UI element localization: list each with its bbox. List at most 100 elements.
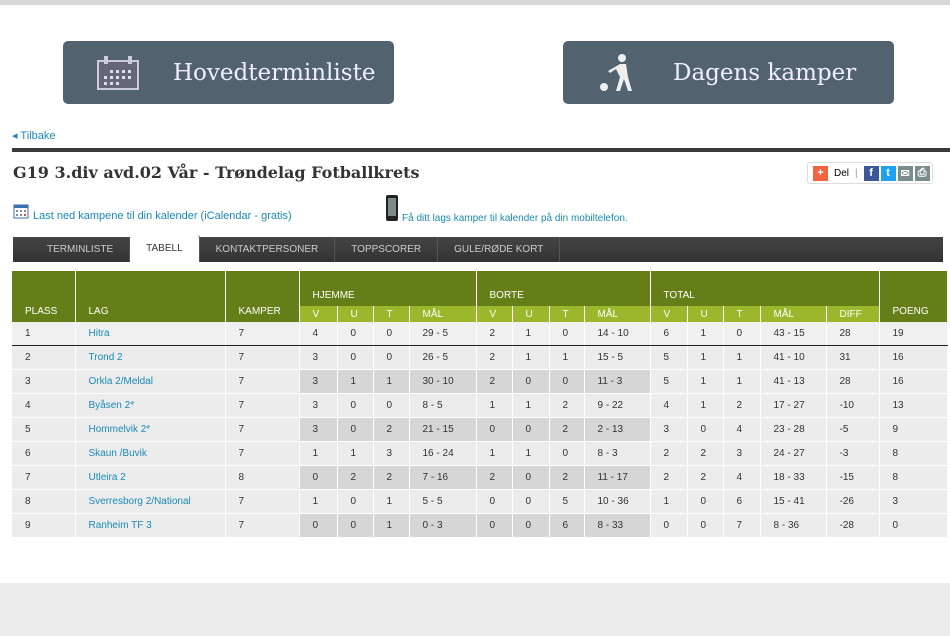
subheader-v: V xyxy=(650,306,688,322)
main-schedule-label: Hovedterminliste xyxy=(173,59,376,86)
tab-cards[interactable]: GULE/RØDE KORT xyxy=(438,237,561,262)
back-label: Tilbake xyxy=(20,130,56,142)
team-link[interactable]: Ranheim TF 3 xyxy=(88,520,152,531)
email-icon[interactable]: ✉ xyxy=(897,165,913,181)
total-u-cell: 2 xyxy=(687,441,724,466)
subheader-mal: MÅL xyxy=(409,306,477,322)
team-link[interactable]: Trond 2 xyxy=(88,352,123,363)
home-t-cell: 0 xyxy=(373,322,410,346)
home-mal-cell: 21 - 15 xyxy=(409,417,477,442)
home-t-cell: 0 xyxy=(373,345,410,370)
total-u-cell: 1 xyxy=(687,369,724,394)
mobile-link-row: Få ditt lags kamper til kalender på din … xyxy=(386,195,628,224)
away-mal-cell: 8 - 33 xyxy=(584,513,651,538)
home-mal-cell: 26 - 5 xyxy=(409,345,477,370)
home-mal-cell: 0 - 3 xyxy=(409,513,477,538)
away-mal-cell: 10 - 36 xyxy=(584,489,651,514)
home-u-cell: 0 xyxy=(337,417,374,442)
team-link[interactable]: Hommelvik 2* xyxy=(88,424,151,435)
total-v-cell: 3 xyxy=(650,417,688,442)
poeng-cell: 19 xyxy=(879,322,948,346)
away-t-cell: 2 xyxy=(549,393,585,418)
plus-icon[interactable]: + xyxy=(813,165,828,181)
away-v-cell: 0 xyxy=(476,417,513,442)
total-t-cell: 2 xyxy=(723,393,761,418)
facebook-icon[interactable]: f xyxy=(863,165,879,181)
tab-kontaktpersoner[interactable]: KONTAKTPERSONER xyxy=(200,237,336,262)
team-link[interactable]: Sverresborg 2/National xyxy=(88,496,191,507)
share-label[interactable]: Del xyxy=(834,167,850,179)
away-mal-cell: 8 - 3 xyxy=(584,441,651,466)
total-v-cell: 1 xyxy=(650,489,688,514)
total-t-cell: 4 xyxy=(723,417,761,442)
total-v-cell: 5 xyxy=(650,369,688,394)
home-u-cell: 0 xyxy=(337,393,374,418)
home-v-cell: 3 xyxy=(299,393,338,418)
main-schedule-button[interactable]: Hovedterminliste xyxy=(63,41,394,104)
away-mal-cell: 14 - 10 xyxy=(584,322,651,346)
diff-cell: -3 xyxy=(826,441,880,466)
total-u-cell: 0 xyxy=(687,489,724,514)
home-t-cell: 1 xyxy=(373,513,410,538)
table-row: 5 Hommelvik 2* 7 3 0 2 21 - 15 0 0 2 2 - 13 3 0 4 23 -… xyxy=(12,417,948,442)
back-link[interactable]: ◂ Tilbake xyxy=(12,130,56,142)
kamper-cell: 7 xyxy=(225,393,300,418)
tab-terminliste[interactable]: TERMINLISTE xyxy=(35,237,131,262)
total-t-cell: 1 xyxy=(723,345,761,370)
plass-cell: 2 xyxy=(12,345,76,370)
total-t-cell: 7 xyxy=(723,513,761,538)
home-mal-cell: 16 - 24 xyxy=(409,441,477,466)
tab-tabell[interactable]: TABELL xyxy=(130,235,200,262)
share-bar: + Del | f t ✉ ⎙ xyxy=(807,162,933,184)
print-icon[interactable]: ⎙ xyxy=(914,165,930,181)
table-row: 8 Sverresborg 2/National 7 1 0 1 5 - 5 0 0 5 10 - … xyxy=(12,489,948,514)
team-link[interactable]: Skaun /Buvik xyxy=(88,448,147,459)
phone-icon xyxy=(386,195,398,224)
total-mal-cell: 15 - 41 xyxy=(760,489,827,514)
tab-toppscorer[interactable]: TOPPSCORER xyxy=(335,237,439,262)
away-mal-cell: 11 - 3 xyxy=(584,369,651,394)
team-link[interactable]: Hitra xyxy=(88,328,110,339)
header-lag: LAG xyxy=(75,271,226,322)
total-v-cell: 2 xyxy=(650,441,688,466)
tab-bar: TERMINLISTE TABELL KONTAKTPERSONER TOPPS… xyxy=(13,235,943,262)
poeng-cell: 0 xyxy=(879,513,948,538)
lag-cell: Utleira 2 xyxy=(75,465,226,490)
table-row: 2 Trond 2 7 3 0 0 26 - 5 2 1 1 15 - 5 5 1 1 41 - 10 31 1… xyxy=(12,345,948,370)
total-v-cell: 0 xyxy=(650,513,688,538)
diff-cell: 28 xyxy=(826,369,880,394)
total-v-cell: 2 xyxy=(650,465,688,490)
header-total: TOTAL xyxy=(650,271,880,306)
total-mal-cell: 43 - 15 xyxy=(760,322,827,346)
diff-cell: -10 xyxy=(826,393,880,418)
diff-cell: -28 xyxy=(826,513,880,538)
subheader-v: V xyxy=(299,306,338,322)
ical-link[interactable]: Last ned kampene til din kalender (iCale… xyxy=(33,210,292,222)
table-row: 6 Skaun /Buvik 7 1 1 3 16 - 24 1 1 0 8 - 3 2 2 3 24 - … xyxy=(12,441,948,466)
team-link[interactable]: Byåsen 2* xyxy=(88,400,135,411)
team-link[interactable]: Utleira 2 xyxy=(88,472,126,483)
team-link[interactable]: Orkla 2/Meldal xyxy=(88,376,153,387)
total-t-cell: 0 xyxy=(723,322,761,346)
todays-matches-button[interactable]: Dagens kamper xyxy=(563,41,894,104)
table-row: 1 Hitra 7 4 0 0 29 - 5 2 1 0 14 - 10 6 1 0 43 - 15 28 19 xyxy=(12,322,948,346)
mobile-link[interactable]: Få ditt lags kamper til kalender på din … xyxy=(402,213,628,224)
away-t-cell: 6 xyxy=(549,513,585,538)
diff-cell: 28 xyxy=(826,322,880,346)
total-u-cell: 1 xyxy=(687,322,724,346)
kamper-cell: 7 xyxy=(225,369,300,394)
header-hjemme: HJEMME xyxy=(299,271,477,306)
twitter-icon[interactable]: t xyxy=(880,165,896,181)
plass-cell: 6 xyxy=(12,441,76,466)
total-u-cell: 1 xyxy=(687,345,724,370)
away-t-cell: 2 xyxy=(549,417,585,442)
away-v-cell: 0 xyxy=(476,513,513,538)
home-mal-cell: 29 - 5 xyxy=(409,322,477,346)
total-v-cell: 6 xyxy=(650,322,688,346)
away-v-cell: 0 xyxy=(476,489,513,514)
home-v-cell: 3 xyxy=(299,417,338,442)
kamper-cell: 8 xyxy=(225,465,300,490)
home-u-cell: 0 xyxy=(337,322,374,346)
calendar-icon xyxy=(93,55,143,91)
plass-cell: 3 xyxy=(12,369,76,394)
